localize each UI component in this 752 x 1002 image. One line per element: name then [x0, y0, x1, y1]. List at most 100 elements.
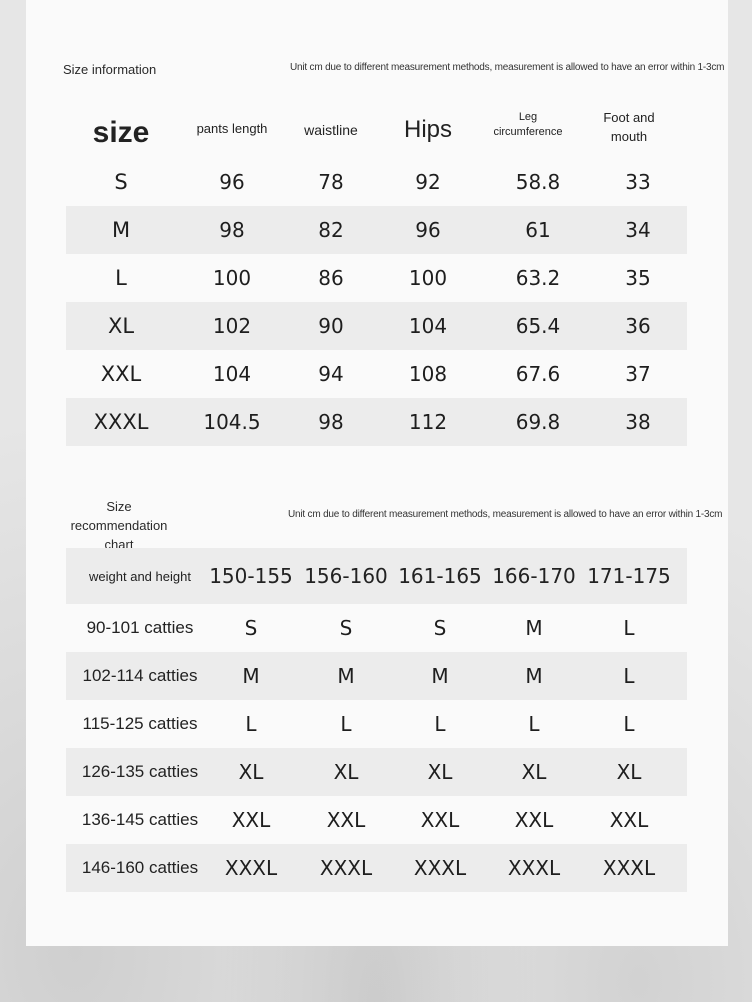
header-hips: Hips	[403, 116, 452, 143]
cell-size: L	[115, 266, 127, 290]
cell-recommended-size: XXL	[609, 808, 649, 832]
recommendation-row: 136-145 catties XXL XXL XXL XXL XXL	[66, 796, 687, 844]
header-height-range: 171-175	[587, 564, 671, 588]
cell-recommended-size: XXL	[420, 808, 460, 832]
cell-pants-length: 102	[212, 314, 252, 338]
size-info-row: M 98 82 96 61 34	[66, 206, 687, 254]
cell-recommended-size: XXXL	[319, 856, 373, 880]
header-height-range: 150-155	[209, 564, 293, 588]
recommendation-header-row: weight and height 150-155 156-160 161-16…	[66, 548, 687, 604]
cell-size: M	[111, 218, 131, 242]
cell-recommended-size: L	[528, 712, 540, 736]
cell-recommended-size: L	[434, 712, 446, 736]
header-weight-and-height: weight and height	[89, 568, 191, 584]
cell-weight: 115-125 catties	[82, 714, 198, 733]
cell-recommended-size: XL	[427, 760, 453, 784]
cell-recommended-size: XXXL	[224, 856, 278, 880]
cell-weight: 126-135 catties	[81, 762, 199, 781]
cell-leg-circumference: 67.6	[515, 362, 561, 386]
cell-waistline: 86	[318, 266, 344, 290]
size-info-row: XXXL 104.5 98 112 69.8 38	[66, 398, 687, 446]
cell-hips: 108	[408, 362, 448, 386]
cell-recommended-size: L	[623, 664, 635, 688]
cell-size: XXXL	[93, 410, 149, 434]
cell-foot-and-mouth: 35	[625, 266, 651, 290]
cell-recommended-size: XXXL	[413, 856, 467, 880]
cell-leg-circumference: 63.2	[515, 266, 561, 290]
recommendation-row: 126-135 catties XL XL XL XL XL	[66, 748, 687, 796]
cell-recommended-size: XL	[333, 760, 359, 784]
cell-pants-length: 104	[212, 362, 252, 386]
cell-waistline: 82	[318, 218, 344, 242]
cell-recommended-size: S	[339, 616, 353, 640]
cell-pants-length: 100	[212, 266, 252, 290]
cell-hips: 104	[408, 314, 448, 338]
cell-recommended-size: XL	[521, 760, 547, 784]
cell-hips: 92	[415, 170, 441, 194]
cell-foot-and-mouth: 36	[625, 314, 651, 338]
cell-pants-length: 98	[219, 218, 245, 242]
cell-weight: 136-145 catties	[81, 810, 199, 829]
cell-recommended-size: M	[242, 664, 260, 688]
recommendation-title-line1: Size recommendation	[70, 499, 168, 533]
size-info-row: L 100 86 100 63.2 35	[66, 254, 687, 302]
cell-recommended-size: M	[525, 616, 543, 640]
header-height-range: 156-160	[304, 564, 388, 588]
cell-waistline: 98	[318, 410, 344, 434]
size-info-note: Unit cm due to different measurement met…	[290, 62, 725, 73]
size-info-row: S 96 78 92 58.8 33	[66, 158, 687, 206]
cell-foot-and-mouth: 38	[625, 410, 651, 434]
cell-foot-and-mouth: 37	[625, 362, 651, 386]
header-pants-length: pants length	[196, 120, 268, 136]
cell-waistline: 94	[318, 362, 344, 386]
cell-recommended-size: M	[525, 664, 543, 688]
recommendation-table: weight and height 150-155 156-160 161-16…	[66, 548, 687, 892]
cell-pants-length: 96	[219, 170, 245, 194]
size-info-row: XXL 104 94 108 67.6 37	[66, 350, 687, 398]
cell-recommended-size: XXXL	[602, 856, 656, 880]
cell-hips: 96	[415, 218, 441, 242]
cell-leg-circumference: 61	[525, 218, 551, 242]
recommendation-row: 90-101 catties S S S M L	[66, 604, 687, 652]
cell-weight: 146-160 catties	[81, 858, 199, 877]
cell-recommended-size: L	[623, 712, 635, 736]
header-size: size	[92, 116, 150, 149]
recommendation-row: 115-125 catties L L L L L	[66, 700, 687, 748]
cell-recommended-size: XXXL	[507, 856, 561, 880]
cell-hips: 100	[408, 266, 448, 290]
cell-recommended-size: XXL	[231, 808, 271, 832]
cell-pants-length: 104.5	[203, 410, 261, 434]
recommendation-note: Unit cm due to different measurement met…	[288, 509, 723, 520]
header-height-range: 161-165	[398, 564, 482, 588]
cell-foot-and-mouth: 33	[625, 170, 651, 194]
recommendation-row: 146-160 catties XXXL XXXL XXXL XXXL XXXL	[66, 844, 687, 892]
cell-weight: 102-114 catties	[82, 666, 198, 685]
recommendation-title: Size recommendation chart	[58, 497, 180, 554]
cell-recommended-size: M	[431, 664, 449, 688]
cell-waistline: 90	[318, 314, 344, 338]
size-info-table: size pants length waistline Hips Leg cir…	[66, 102, 687, 446]
header-leg-circumference: Leg circumference	[493, 111, 563, 138]
cell-foot-and-mouth: 34	[625, 218, 651, 242]
header-foot-and-mouth: Foot and mouth	[603, 110, 655, 144]
cell-recommended-size: XXL	[514, 808, 554, 832]
cell-recommended-size: L	[245, 712, 257, 736]
cell-recommended-size: M	[337, 664, 355, 688]
cell-size: XXL	[100, 362, 142, 386]
cell-recommended-size: S	[244, 616, 258, 640]
cell-recommended-size: L	[340, 712, 352, 736]
cell-leg-circumference: 65.4	[515, 314, 561, 338]
cell-recommended-size: XXL	[326, 808, 366, 832]
cell-recommended-size: L	[623, 616, 635, 640]
size-info-row: XL 102 90 104 65.4 36	[66, 302, 687, 350]
cell-weight: 90-101 catties	[86, 618, 194, 637]
cell-hips: 112	[408, 410, 448, 434]
recommendation-row: 102-114 catties M M M M L	[66, 652, 687, 700]
cell-recommended-size: XL	[238, 760, 264, 784]
cell-recommended-size: S	[433, 616, 447, 640]
cell-waistline: 78	[318, 170, 344, 194]
size-info-header-row: size pants length waistline Hips Leg cir…	[66, 102, 687, 158]
cell-size: S	[114, 170, 128, 194]
cell-recommended-size: XL	[616, 760, 642, 784]
cell-leg-circumference: 69.8	[515, 410, 561, 434]
